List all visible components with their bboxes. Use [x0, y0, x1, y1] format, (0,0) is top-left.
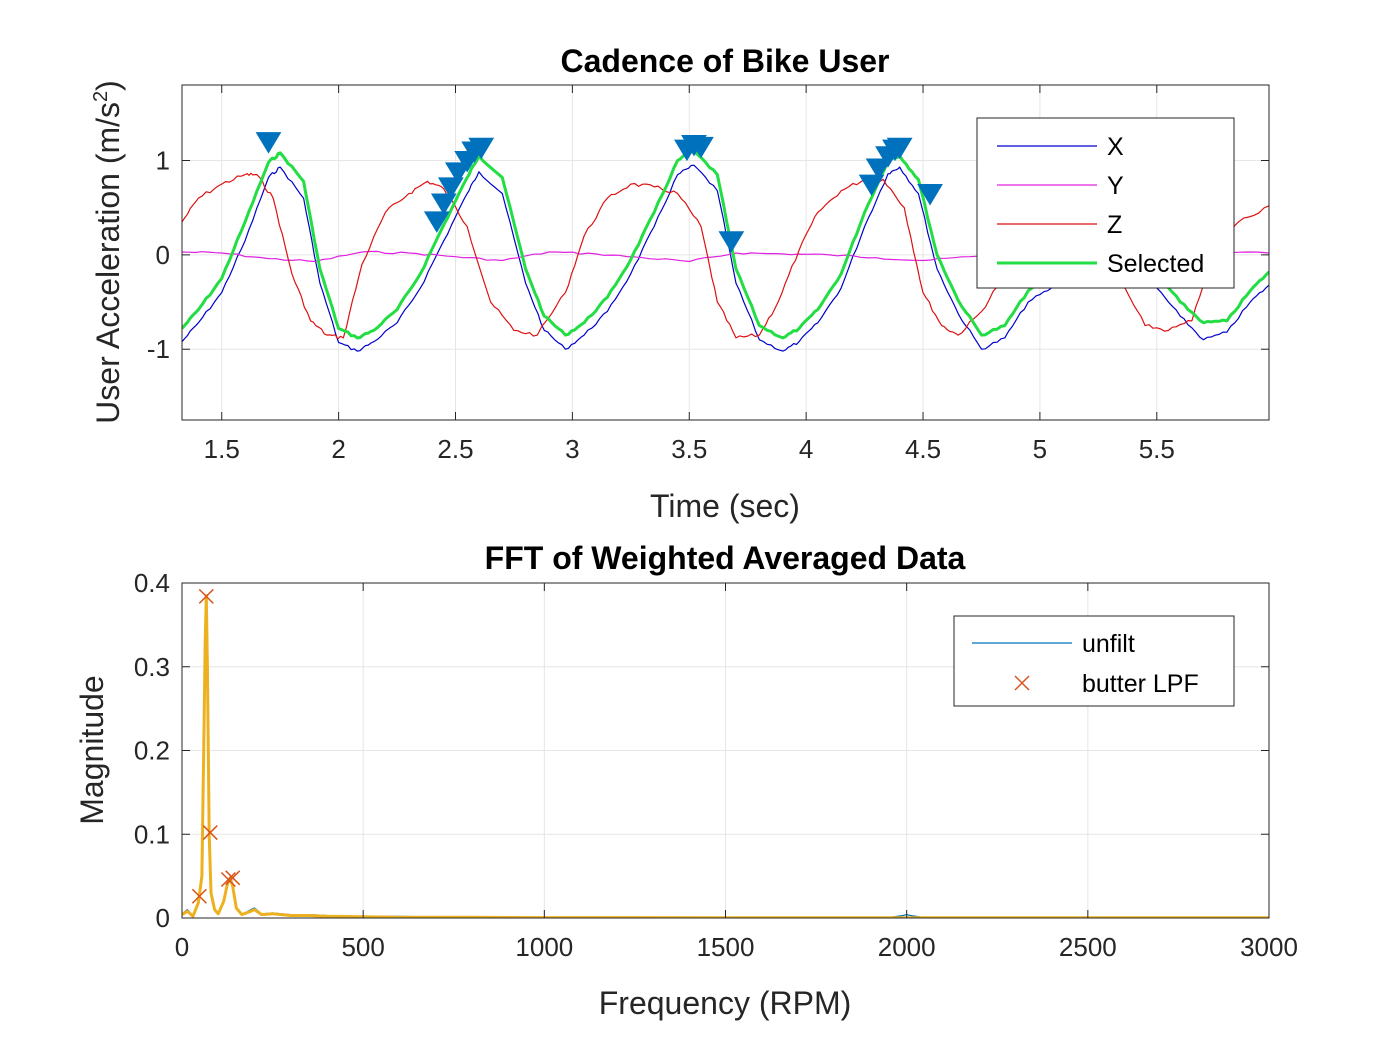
peak-x-marker [191, 888, 207, 904]
x-tick-label: 0 [175, 932, 189, 962]
peak-marker [468, 137, 495, 160]
peak-marker [917, 184, 943, 206]
peak-marker [444, 162, 471, 184]
fft-y-axis-label: Magnitude [74, 675, 110, 824]
y-tick-label: 0 [156, 240, 170, 270]
peak-x-marker [220, 871, 236, 888]
x-tick-label: 4.5 [905, 434, 941, 464]
legend-label-z: Z [1107, 211, 1122, 239]
y-tick-label: 0.1 [134, 819, 170, 849]
cadence-y-axis-label: User Acceleration (m/s2) [90, 80, 126, 424]
peak-marker [430, 193, 457, 215]
y-tick-label: 0 [156, 903, 170, 933]
peak-marker [437, 177, 464, 199]
x-tick-label: 1000 [515, 932, 573, 962]
peak-marker [423, 211, 450, 233]
fft-legend: unfilt butter LPF [953, 615, 1235, 707]
cadence-legend: XYZ Selected [976, 117, 1235, 289]
cadence-y-axis-label-main: User Acceleration (m/s [90, 102, 126, 424]
peak-x-marker [198, 588, 214, 604]
x-tick-label: 4 [799, 434, 813, 464]
cadence-ticks: 1.5 2 2.5 3 3.5 4 4.5 5 5.5 -1 0 1 [147, 85, 1269, 464]
y-tick-label: 1 [156, 145, 170, 175]
cadence-x-axis-label: Time (sec) [650, 488, 800, 524]
x-tick-label: 2000 [878, 932, 936, 962]
cadence-chart: 1.5 2 2.5 3 3.5 4 4.5 5 5.5 -1 0 1 Cadence of Bike … [90, 43, 1270, 524]
x-tick-label: 2 [331, 434, 345, 464]
peak-marker [688, 136, 714, 159]
x-tick-label: 500 [341, 932, 384, 962]
peak-marker [865, 158, 892, 181]
cadence-y-axis-label-tail: ) [90, 80, 126, 91]
x-tick-label: 1500 [697, 932, 755, 962]
y-tick-label: 0.3 [134, 652, 170, 682]
y-tick-label: 0.2 [134, 736, 170, 766]
x-tick-label: 3000 [1240, 932, 1298, 962]
cadence-axes-box [181, 84, 1270, 421]
peak-marker [718, 231, 745, 253]
fft-ticks: 0 500 1000 1500 2000 2500 3000 0 0.1 0.2 0.3 0.4 [134, 568, 1298, 962]
series-line-butter-lpf [182, 594, 1269, 918]
peak-x-marker [202, 825, 218, 841]
cadence-y-axis-label-sup: 2 [90, 91, 112, 102]
legend-label-x: X [1107, 133, 1124, 161]
series-line-x [182, 164, 1269, 352]
legend-label-selected: Selected [1107, 250, 1204, 278]
cadence-title: Cadence of Bike User [560, 43, 889, 79]
fft-x-axis-label: Frequency (RPM) [599, 985, 852, 1021]
y-tick-label: -1 [147, 334, 170, 364]
peak-marker [255, 132, 282, 154]
peak-x-marker [225, 870, 241, 886]
x-tick-label: 2500 [1059, 932, 1117, 962]
y-tick-label: 0.4 [134, 568, 170, 598]
x-tick-label: 3 [565, 434, 579, 464]
legend-label-butter-lpf: butter LPF [1082, 670, 1199, 698]
legend-label-y: Y [1107, 172, 1124, 200]
x-tick-label: 2.5 [437, 434, 473, 464]
fft-chart: 0 500 1000 1500 2000 2500 3000 0 0.1 0.2 0.3 0.4 FF… [74, 540, 1298, 1021]
legend-swatch-butter-lpf [1014, 675, 1030, 691]
x-tick-label: 5.5 [1139, 434, 1175, 464]
fft-title: FFT of Weighted Averaged Data [485, 540, 966, 576]
legend-label-unfilt: unfilt [1082, 630, 1135, 658]
peak-marker [858, 174, 885, 197]
x-tick-label: 3.5 [671, 434, 707, 464]
x-tick-label: 1.5 [204, 434, 240, 464]
fft-legend-box [953, 615, 1235, 707]
x-tick-label: 5 [1033, 434, 1047, 464]
peak-marker [886, 137, 913, 160]
